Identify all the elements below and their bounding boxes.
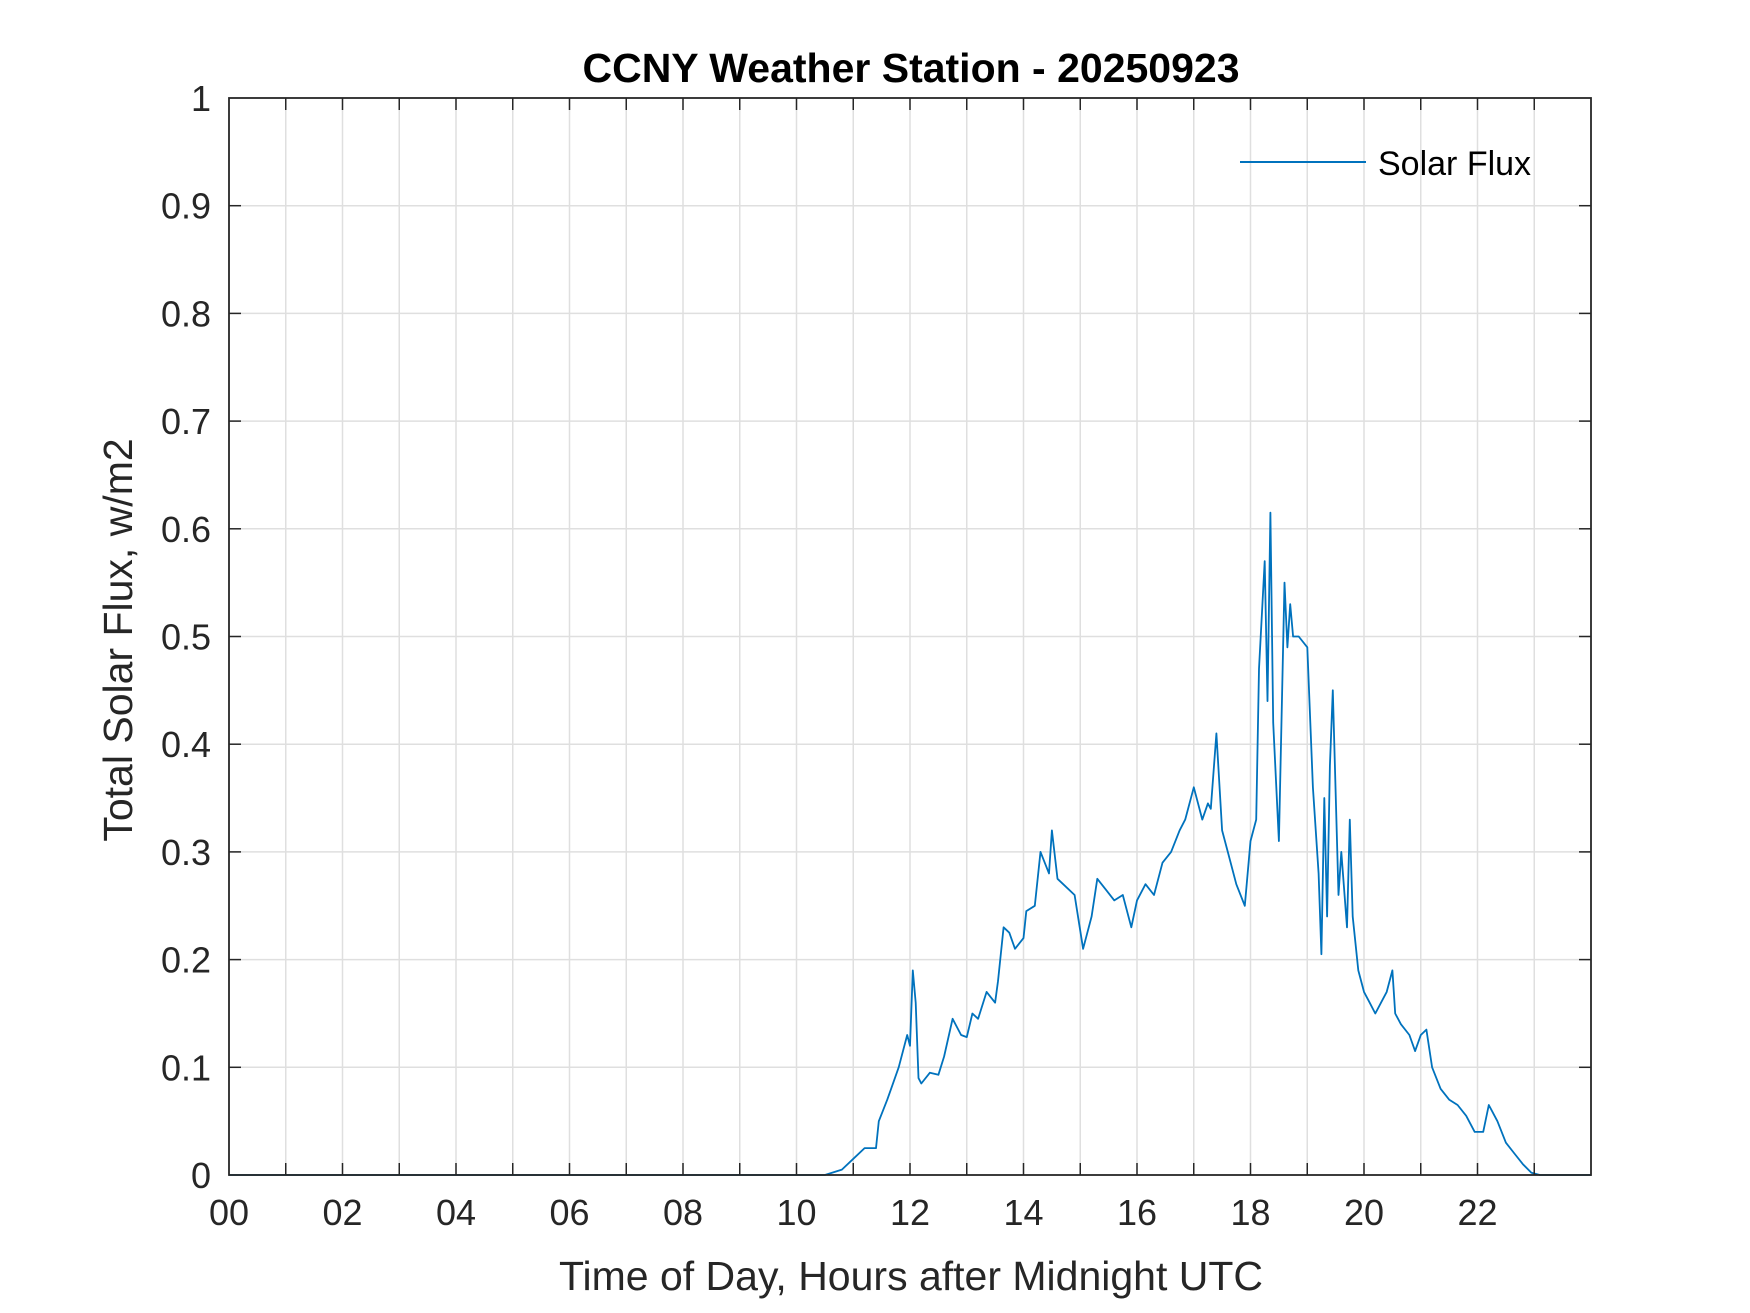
x-tick-label: 04 (436, 1192, 476, 1233)
y-tick-label: 0.3 (161, 832, 211, 873)
legend-label-solar-flux: Solar Flux (1378, 145, 1531, 183)
x-axis-label: Time of Day, Hours after Midnight UTC (559, 1253, 1263, 1299)
chart-title: CCNY Weather Station - 20250923 (582, 45, 1239, 91)
x-tick-label: 08 (663, 1192, 703, 1233)
plot-area (229, 511, 1591, 1176)
x-tick-label: 02 (322, 1192, 362, 1233)
y-tick-label: 0.8 (161, 293, 211, 334)
x-tick-label: 22 (1457, 1192, 1497, 1233)
y-tick-labels: 0 0.1 0.2 0.3 0.4 0.5 0.6 0.7 0.8 0.9 1 (161, 78, 211, 1196)
x-tick-label: 06 (549, 1192, 589, 1233)
x-tick-label: 00 (209, 1192, 249, 1233)
x-tick-label: 20 (1344, 1192, 1384, 1233)
y-tick-label: 0.7 (161, 401, 211, 442)
grid (229, 98, 1591, 1175)
x-tick-labels: 00 02 04 06 08 10 12 14 16 18 20 22 (209, 1192, 1498, 1233)
x-tick-label: 18 (1230, 1192, 1270, 1233)
legend: Solar Flux (1240, 145, 1531, 183)
x-tick-label: 16 (1117, 1192, 1157, 1233)
y-tick-label: 0.9 (161, 186, 211, 227)
ticks (229, 98, 1591, 1175)
y-tick-label: 0.2 (161, 940, 211, 981)
y-tick-label: 0 (191, 1155, 211, 1196)
series-line-solar-flux (229, 511, 1591, 1176)
x-tick-label: 14 (1003, 1192, 1043, 1233)
y-tick-label: 0.4 (161, 724, 211, 765)
y-tick-label: 0.5 (161, 617, 211, 658)
y-tick-label: 1 (191, 78, 211, 119)
x-tick-label: 12 (890, 1192, 930, 1233)
y-tick-label: 0.6 (161, 509, 211, 550)
x-tick-label: 10 (776, 1192, 816, 1233)
y-tick-label: 0.1 (161, 1047, 211, 1088)
y-axis-label: Total Solar Flux, w/m2 (95, 438, 141, 841)
